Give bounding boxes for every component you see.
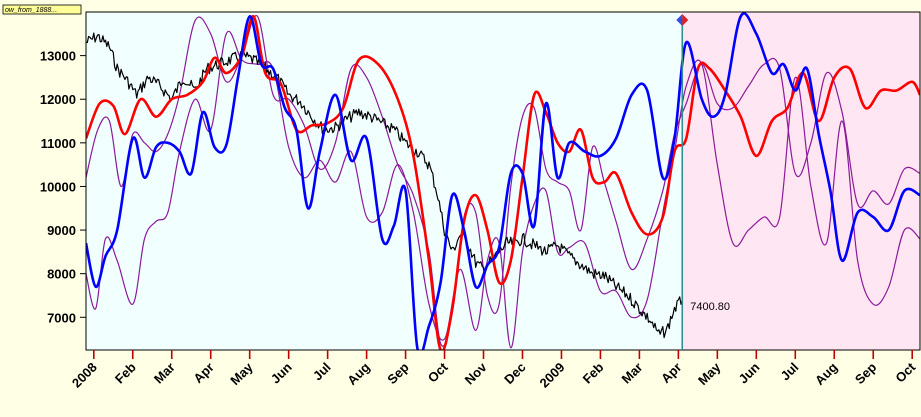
series-line-price — [86, 32, 683, 339]
y-tick-label: 11000 — [41, 136, 76, 151]
series-line-blue — [86, 12, 920, 350]
title-tag-text: ow_from_1888... — [5, 7, 57, 14]
x-tick-label: Apr — [658, 360, 684, 386]
plot-background-history — [86, 12, 683, 350]
y-tick-label: 9000 — [47, 223, 76, 238]
x-tick-label: Jul — [310, 360, 334, 384]
x-tick-label: Apr — [190, 360, 216, 386]
x-tick-label: Oct — [892, 359, 918, 385]
x-axis: 2008 Feb Mar Apr May Jun Jul Aug Sep Oct Nov Dec 200… — [69, 350, 919, 391]
x-tick-label: Jun — [735, 359, 762, 386]
x-tick-label: 2008 — [69, 360, 100, 391]
time-cursor-handle[interactable] — [676, 14, 689, 26]
series-layer — [86, 12, 920, 350]
series-line-red — [86, 15, 920, 350]
plot-background-forecast — [682, 12, 920, 350]
y-tick-label: 8000 — [47, 267, 76, 282]
x-tick-label: Jun — [268, 359, 295, 386]
x-tick-label: Jul — [778, 360, 802, 384]
x-tick-label: May — [695, 359, 724, 388]
x-tick-label: May — [227, 359, 256, 388]
x-tick-label: Aug — [344, 359, 373, 388]
cursor-handle-left[interactable] — [676, 14, 683, 26]
x-tick-label: Sep — [384, 359, 412, 387]
x-tick-label: Feb — [112, 359, 139, 386]
x-tick-label: 2009 — [537, 360, 568, 391]
series-line-purple2 — [86, 30, 920, 349]
cursor-handle-right[interactable] — [682, 14, 689, 26]
x-tick-label: Nov — [462, 359, 491, 388]
y-tick-label: 12000 — [40, 92, 76, 107]
x-tick-label: Mar — [151, 360, 178, 387]
y-tick-label: 10000 — [40, 179, 76, 194]
x-tick-label: Sep — [852, 359, 880, 387]
x-tick-label: Mar — [619, 360, 646, 387]
y-axis: 7000 8000 9000 10000 11000 12000 13000 — [40, 49, 86, 325]
plot-border — [85, 11, 921, 351]
x-tick-label: Dec — [501, 360, 528, 387]
x-tick-label: Aug — [812, 359, 841, 388]
y-tick-label: 13000 — [40, 49, 76, 64]
title-tag: ow_from_1888... — [2, 4, 82, 15]
x-tick-label: Feb — [580, 359, 607, 386]
cursor-value-label: 7400.80 — [690, 301, 730, 313]
y-tick-label: 7000 — [47, 310, 76, 325]
x-tick-label: Oct — [425, 359, 451, 385]
